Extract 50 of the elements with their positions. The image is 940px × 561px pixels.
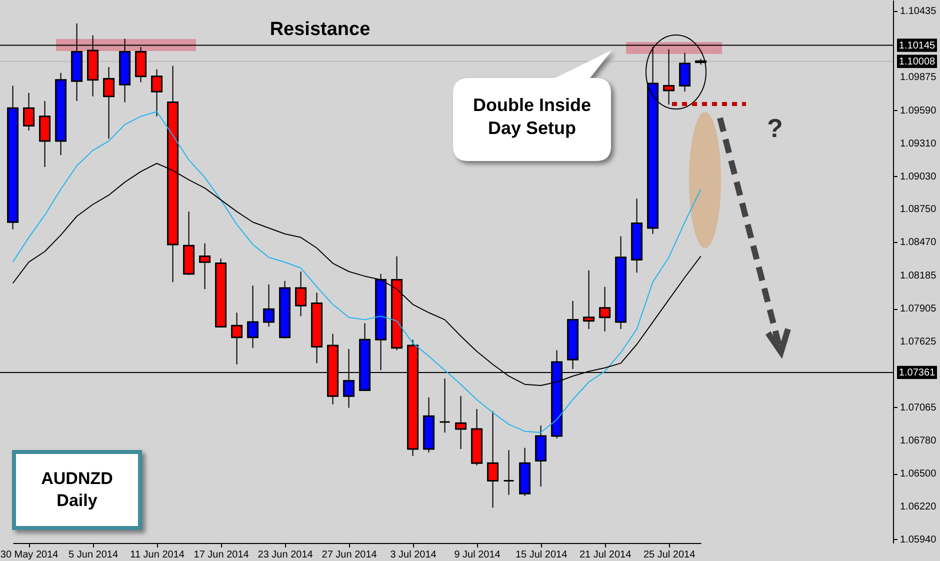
x-tick-label: 27 Jun 2014 xyxy=(322,550,378,560)
annotation: AUDNZD Daily xyxy=(40,468,114,512)
y-tick-label: 1.07905 xyxy=(900,304,937,315)
x-tick-label: 11 Jun 2014 xyxy=(130,550,185,560)
x-tick-label: 25 Jul 2014 xyxy=(643,550,696,560)
annotation: Resistance xyxy=(268,18,372,42)
ref-line-label: 1.07361 xyxy=(898,367,936,378)
y-tick-label: 1.08470 xyxy=(900,237,937,248)
text: ? xyxy=(766,112,784,145)
y-tick-label: 1.10435 xyxy=(900,6,937,18)
x-tick-label: 21 Jul 2014 xyxy=(579,550,632,560)
candlestick xyxy=(103,66,115,140)
y-tick-label: 1.09310 xyxy=(900,138,937,150)
ref-line-label: 1.10145 xyxy=(898,40,936,52)
ref-line-label: 1.10008 xyxy=(898,56,936,68)
x-tick-label: 17 Jun 2014 xyxy=(194,550,250,560)
candlestick xyxy=(455,396,467,450)
candlestick xyxy=(487,410,499,508)
x-tick-label: 3 Jul 2014 xyxy=(390,550,437,560)
candlestick xyxy=(231,312,243,365)
candlestick xyxy=(583,270,595,330)
x-tick-label: 23 Jun 2014 xyxy=(258,550,314,560)
candlestick xyxy=(599,286,611,332)
candlestick xyxy=(503,450,515,496)
candlestick xyxy=(295,271,307,317)
x-tick-label: 30 May 2014 xyxy=(0,550,59,560)
x-tick-label: 9 Jul 2014 xyxy=(454,550,501,560)
y-tick-label: 1.07625 xyxy=(900,336,937,348)
y-tick-label: 1.08185 xyxy=(900,270,937,282)
annotation: Double Inside Day Setup xyxy=(472,94,592,140)
candlestick xyxy=(439,378,451,434)
y-tick-label: 1.08750 xyxy=(900,204,937,216)
candlestick xyxy=(679,52,691,92)
y-tick-label: 1.06500 xyxy=(900,468,937,480)
y-tick-label: 1.05940 xyxy=(900,534,937,546)
y-tick-label: 1.07065 xyxy=(900,402,937,414)
line-series xyxy=(12,111,702,434)
y-tick-label: 1.06780 xyxy=(900,436,937,447)
x-tick-label: 15 Jul 2014 xyxy=(515,550,568,560)
y-tick-label: 1.09030 xyxy=(900,171,937,182)
candlestick xyxy=(23,92,35,131)
candlestick xyxy=(663,48,675,106)
y-tick-label: 1.09875 xyxy=(900,72,937,83)
y-tick-label: 1.06220 xyxy=(900,502,937,513)
y-tick-label: 1.09590 xyxy=(900,105,937,116)
x-tick-label: 5 Jun 2014 xyxy=(68,550,118,560)
candlestick xyxy=(199,242,211,290)
candlestick xyxy=(263,284,275,328)
candlestick xyxy=(247,285,259,348)
candlestick xyxy=(151,68,163,117)
